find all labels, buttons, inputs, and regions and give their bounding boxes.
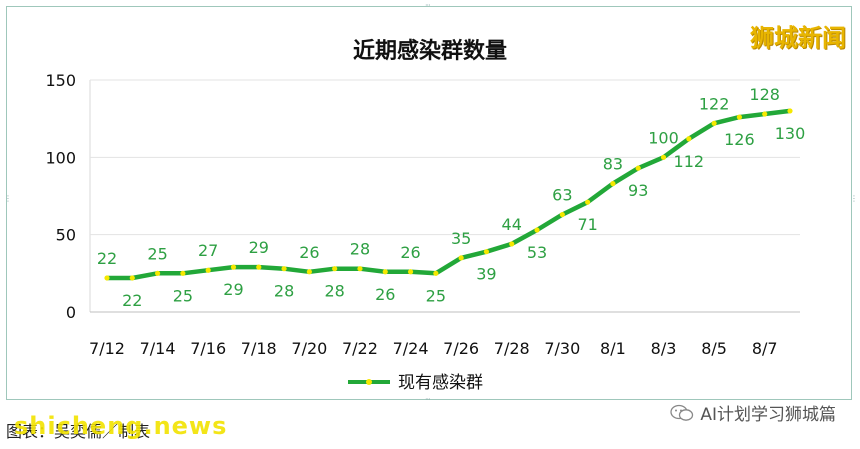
data-point — [534, 227, 540, 233]
data-label: 130 — [775, 124, 806, 143]
data-label: 26 — [375, 285, 395, 304]
x-tick-label: 8/3 — [651, 339, 677, 358]
data-label: 83 — [603, 155, 623, 174]
x-tick-label: 7/14 — [140, 339, 176, 358]
data-label: 126 — [724, 130, 755, 149]
data-point — [306, 269, 312, 275]
data-label: 25 — [147, 244, 167, 263]
x-axis-ticks: 7/12 7/14 7/16 7/18 7/20 7/22 7/24 7/26 7/28 7/30… — [89, 339, 778, 358]
resize-handle-right[interactable]: ⋮ — [850, 194, 858, 203]
legend-marker-swatch — [366, 379, 372, 385]
x-tick-label: 7/12 — [89, 339, 125, 358]
data-point — [458, 255, 464, 261]
wechat-icon — [670, 404, 694, 422]
data-point — [483, 249, 490, 255]
footer-account[interactable]: AI计划学习狮城篇 — [670, 400, 836, 425]
data-point — [635, 165, 641, 171]
y-tick-label: 150 — [45, 71, 76, 90]
x-tick-label: 8/1 — [600, 339, 626, 358]
data-label: 93 — [628, 181, 648, 200]
data-label: 28 — [324, 282, 344, 301]
data-label: 39 — [476, 265, 496, 284]
data-point — [559, 211, 565, 218]
data-labels: 22 22 25 25 27 29 29 28 26 28 28 26 26 25 35 39 44 53 63 71… — [97, 85, 805, 310]
account-name: AI计划学习狮城篇 — [700, 405, 836, 425]
y-axis-ticks: 0 50 100 150 — [45, 71, 76, 322]
data-point — [180, 270, 186, 276]
data-label: 25 — [426, 286, 446, 305]
y-tick-label: 100 — [45, 148, 76, 167]
chart-title: 近期感染群数量 — [353, 38, 507, 64]
y-tick-label: 50 — [56, 226, 76, 245]
legend: 现有感染群 — [348, 373, 483, 393]
data-label: 28 — [350, 240, 370, 259]
data-label: 122 — [699, 94, 730, 113]
data-point — [433, 270, 439, 276]
x-tick-label: 8/7 — [752, 339, 778, 358]
data-label: 100 — [648, 128, 679, 147]
data-label: 27 — [198, 241, 218, 260]
series-line — [104, 108, 793, 281]
data-point — [736, 114, 743, 120]
watermark: shicheng.news — [14, 412, 228, 440]
brand-logo-text: 狮城新闻 — [750, 24, 846, 52]
data-label: 25 — [173, 286, 193, 305]
x-tick-label: 8/5 — [701, 339, 727, 358]
data-point — [382, 269, 388, 275]
footer-credit: 图表：吴奕儒／制表 — [6, 422, 151, 441]
data-label: 63 — [552, 186, 572, 205]
data-label: 112 — [674, 152, 705, 171]
resize-handle-bottom[interactable]: ··· — [425, 395, 431, 404]
data-label: 22 — [97, 249, 117, 268]
data-label: 53 — [527, 243, 547, 262]
data-label: 29 — [249, 238, 269, 257]
data-point — [686, 136, 692, 142]
data-point — [711, 120, 717, 126]
data-label: 128 — [749, 85, 780, 104]
data-point — [129, 275, 135, 281]
legend-label: 现有感染群 — [398, 373, 483, 393]
data-label: 29 — [223, 280, 243, 299]
resize-handle-top[interactable]: ··· — [425, 1, 431, 10]
data-point — [230, 264, 237, 270]
data-point — [104, 275, 110, 281]
x-tick-label: 7/18 — [241, 339, 277, 358]
data-point — [281, 266, 287, 272]
data-label: 22 — [122, 291, 142, 310]
chart-frame: ··· ··· ⋮ ⋮ — [4, 1, 858, 404]
data-point — [256, 264, 262, 270]
x-tick-label: 7/26 — [443, 339, 479, 358]
x-tick-label: 7/16 — [190, 339, 226, 358]
data-point — [762, 111, 768, 117]
data-point — [610, 181, 616, 187]
data-point — [357, 266, 363, 272]
resize-handle-left[interactable]: ⋮ — [4, 194, 12, 203]
data-point — [154, 270, 161, 276]
data-point — [509, 241, 515, 247]
data-label: 26 — [299, 243, 319, 262]
data-point — [332, 266, 338, 272]
data-label: 71 — [577, 215, 597, 234]
x-tick-label: 7/28 — [494, 339, 530, 358]
data-label: 28 — [274, 282, 294, 301]
x-tick-label: 7/20 — [291, 339, 327, 358]
data-point — [660, 154, 667, 160]
data-label: 26 — [400, 243, 420, 262]
data-point — [585, 199, 591, 205]
y-tick-label: 0 — [66, 303, 76, 322]
x-tick-label: 7/22 — [342, 339, 378, 358]
data-label: 35 — [451, 229, 471, 248]
data-point — [205, 267, 211, 273]
x-tick-label: 7/24 — [393, 339, 429, 358]
data-label: 44 — [502, 215, 522, 234]
gridlines — [89, 79, 800, 313]
data-point — [787, 108, 793, 114]
series-line-path — [104, 108, 793, 281]
x-tick-label: 7/30 — [544, 339, 580, 358]
data-point — [407, 269, 414, 275]
